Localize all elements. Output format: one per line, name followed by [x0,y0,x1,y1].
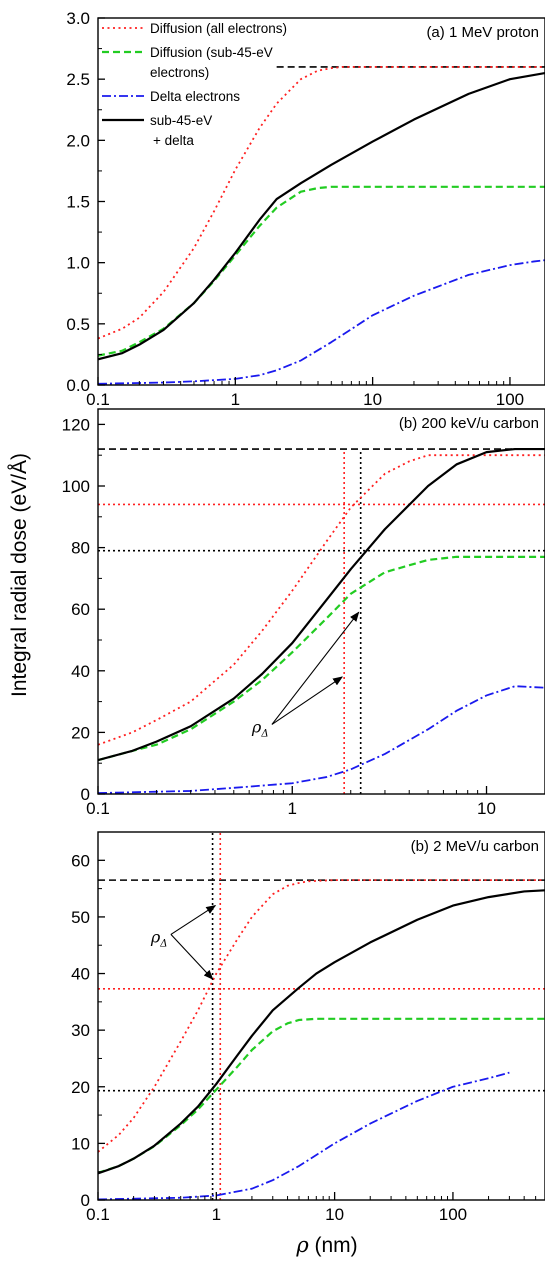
y-tick-label: 20 [71,1078,90,1097]
series-total [98,71,545,361]
x-tick-label: 100 [496,390,524,409]
series-delta [98,1071,510,1200]
y-tick-label: 2.5 [66,70,90,89]
x-axis: 0.1 1 10 100 [86,377,524,409]
y-axis: 0 20 40 60 80 100 120 [62,415,105,804]
rho-delta-label: ρΔ [150,927,168,949]
y-tick-label: 40 [71,965,90,984]
series-total [98,447,545,762]
guide-lines [98,832,545,1200]
legend-label-diffusion_sub45: electrons) [150,65,209,80]
series-diffusion_all [98,454,545,746]
y-axis-title: Integral radial dose (eV/Å) [8,453,31,697]
series-total [98,889,545,1175]
x-tick-label: 10 [363,390,382,409]
y-tick-label: 100 [62,477,90,496]
panel-2: 0 20 40 60 80 100 120 0.1 1 10 (b) 200 keV/u carbo… [62,408,545,818]
series-diffusion_sub45 [98,555,545,762]
y-tick-label: 80 [71,539,90,558]
rho-annotation: ρΔ [150,905,217,980]
y-tick-label: 60 [71,851,90,870]
x-tick-label: 0.1 [86,390,110,409]
y-tick-label: 60 [71,600,90,619]
panel-label: (b) 2 MeV/u carbon [411,838,539,855]
series-lines [98,66,545,385]
legend-label-delta: Delta electrons [150,89,240,104]
series-diffusion_all [98,66,545,340]
x-tick-label: 1 [288,799,297,818]
rho-arrow [170,934,214,980]
x-axis-title: ρ (nm) [295,1233,357,1257]
y-tick-label: 20 [71,723,90,742]
rho-arrow [170,905,217,935]
y-axis: 0 10 20 30 40 50 60 [71,851,105,1210]
rho-arrow [271,611,360,725]
y-tick-label: 0 [81,785,90,804]
plot-frame [97,831,545,1201]
x-tick-label: 0.1 [86,799,110,818]
y-tick-label: 40 [71,662,90,681]
rho-symbol: ρ [150,927,161,946]
rho-annotation: ρΔ [251,611,360,739]
rho-symbol: ρ [251,717,262,736]
y-tick-label: 0.5 [66,315,90,334]
panel-label: (a) 1 MeV proton [426,24,539,41]
rho-arrow [271,676,343,725]
y-tick-label: 50 [71,908,90,927]
x-axis-symbol: ρ [295,1233,309,1257]
legend-label-total: sub-45-eV [150,113,212,128]
series-delta [98,685,545,794]
y-tick-label: 0.0 [66,376,90,395]
series-delta [98,259,545,385]
y-axis: 0.0 0.5 1.0 1.5 2.0 2.5 3.0 [66,9,105,395]
y-tick-label: 120 [62,415,90,434]
x-axis-unit: (nm) [309,1234,358,1257]
series-diffusion_all [98,879,545,1153]
y-tick-label: 2.0 [66,131,90,150]
x-tick-label: 100 [439,1205,467,1224]
x-tick-label: 10 [325,1205,344,1224]
y-tick-label: 30 [71,1021,90,1040]
series-lines [98,879,545,1200]
panel-1: 0.0 0.5 1.0 1.5 2.0 2.5 3.0 0.1 1 10 100 (a) 1 MeV … [66,9,545,409]
x-axis: 0.1 1 10 [86,786,496,818]
x-tick-label: 1 [212,1205,221,1224]
rho-subscript: Δ [260,728,268,739]
x-tick-label: 1 [231,390,240,409]
legend-label-diffusion_all: Diffusion (all electrons) [150,21,287,36]
x-tick-label: 0.1 [86,1205,110,1224]
x-tick-label: 10 [477,799,496,818]
panel-3: 0 10 20 30 40 50 60 0.1 1 10 100 (b) 2 MeV/u carbon… [71,831,545,1224]
y-tick-label: 1.5 [66,193,90,212]
plot-frame [97,408,545,795]
legend-label-diffusion_sub45: Diffusion (sub-45-eV [150,45,273,60]
guide-lines [98,448,545,794]
series-lines [98,447,545,794]
y-tick-label: 0 [81,1191,90,1210]
series-diffusion_sub45 [98,185,545,357]
x-axis: 0.1 1 10 100 [86,1192,537,1224]
y-tick-label: 1.0 [66,254,90,273]
rho-delta-label: ρΔ [251,717,269,739]
series-diffusion_sub45 [98,1017,545,1174]
rho-subscript: Δ [159,938,167,949]
panel-label: (b) 200 keV/u carbon [399,415,539,432]
y-tick-label: 10 [71,1134,90,1153]
y-tick-label: 3.0 [66,9,90,28]
legend-label-total: + delta [153,133,194,148]
legend: Diffusion (all electrons) Diffusion (sub-… [102,21,287,148]
